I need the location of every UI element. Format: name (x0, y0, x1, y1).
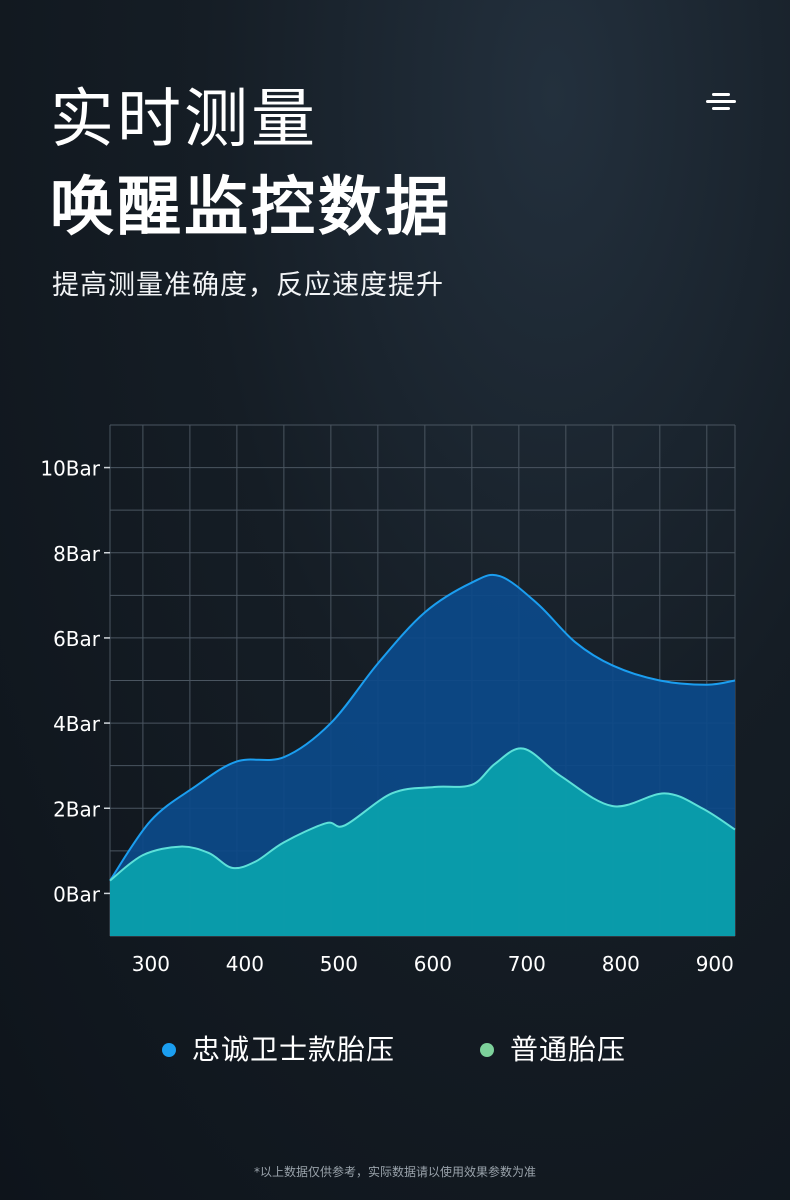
disclaimer-footnote: *以上数据仅供参考，实际数据请以使用效果参数为准 (253, 1165, 536, 1179)
y-tick-label: 10Bar (40, 457, 100, 481)
x-tick-label: 900 (696, 952, 734, 976)
y-tick-label: 0Bar (53, 882, 101, 906)
x-tick-label: 600 (414, 952, 452, 976)
x-tick-label: 800 (602, 952, 640, 976)
y-tick-label: 2Bar (53, 797, 101, 821)
series-line (109, 573, 736, 882)
pressure-area-chart: 0Bar 2Bar 4Bar 6Bar 8Bar 10Bar 300 400 500 600 70… (40, 424, 736, 976)
chart-areas (109, 573, 736, 936)
legend-item: 忠诚卫士款胎压 (162, 1030, 395, 1070)
page-title-emphasis: 唤醒监控数据 (50, 171, 452, 245)
x-tick-label: 700 (508, 952, 546, 976)
legend-label: 普通胎压 (510, 1033, 627, 1066)
x-tick-label: 400 (226, 952, 264, 976)
x-tick-label: 300 (132, 952, 170, 976)
x-axis-labels: 300 400 500 600 700 800 900 (132, 952, 734, 976)
chart-legend: 忠诚卫士款胎压 普通胎压 (0, 1030, 790, 1070)
legend-label: 忠诚卫士款胎压 (192, 1033, 396, 1066)
legend-item: 普通胎压 (480, 1030, 626, 1070)
page-title: 实时测量 (50, 83, 318, 157)
legend-dot-icon (162, 1043, 176, 1057)
page-subtitle: 提高测量准确度，反应速度提升 (52, 270, 444, 301)
x-tick-label: 500 (320, 952, 358, 976)
y-tick-label: 6Bar (53, 627, 101, 651)
series-area (110, 748, 735, 936)
series-line (109, 747, 736, 882)
legend-dot-icon (480, 1043, 494, 1057)
y-axis-labels: 0Bar 2Bar 4Bar 6Bar 8Bar 10Bar (40, 457, 100, 907)
y-tick-label: 4Bar (53, 712, 101, 736)
menu-lines-icon[interactable] (706, 93, 736, 113)
y-tick-label: 8Bar (53, 542, 101, 566)
